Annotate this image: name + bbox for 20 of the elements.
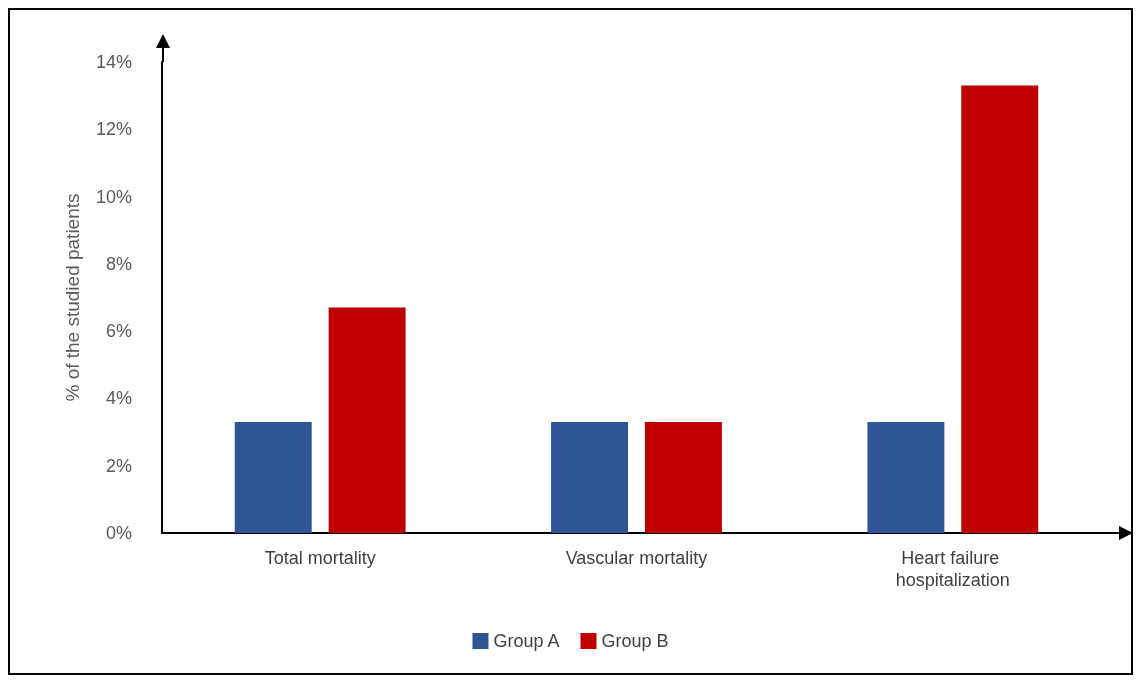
bar (234, 421, 312, 533)
y-tick-label: 8% (105, 253, 132, 274)
x-tick-label: Heart failure hospitalization (895, 548, 1010, 590)
y-tick-label: 6% (105, 321, 132, 342)
legend-label: Group A (493, 631, 560, 651)
x-tick-label: Total mortality (264, 548, 376, 568)
bar (328, 307, 406, 533)
bar (551, 421, 629, 533)
y-tick-label: 10% (95, 186, 132, 207)
y-tick-label: 14% (95, 52, 132, 72)
y-axis-title: % of the studied patients (62, 193, 83, 402)
y-tick-label: 12% (95, 119, 132, 140)
y-tick-label: 2% (105, 455, 132, 476)
bar (644, 421, 722, 533)
x-tick-label: Vascular mortality (565, 548, 708, 568)
y-tick-label: 0% (105, 523, 132, 543)
y-tick-label: 4% (105, 388, 132, 409)
bar (961, 85, 1039, 533)
legend-label: Group B (601, 631, 669, 651)
bar (867, 421, 945, 533)
